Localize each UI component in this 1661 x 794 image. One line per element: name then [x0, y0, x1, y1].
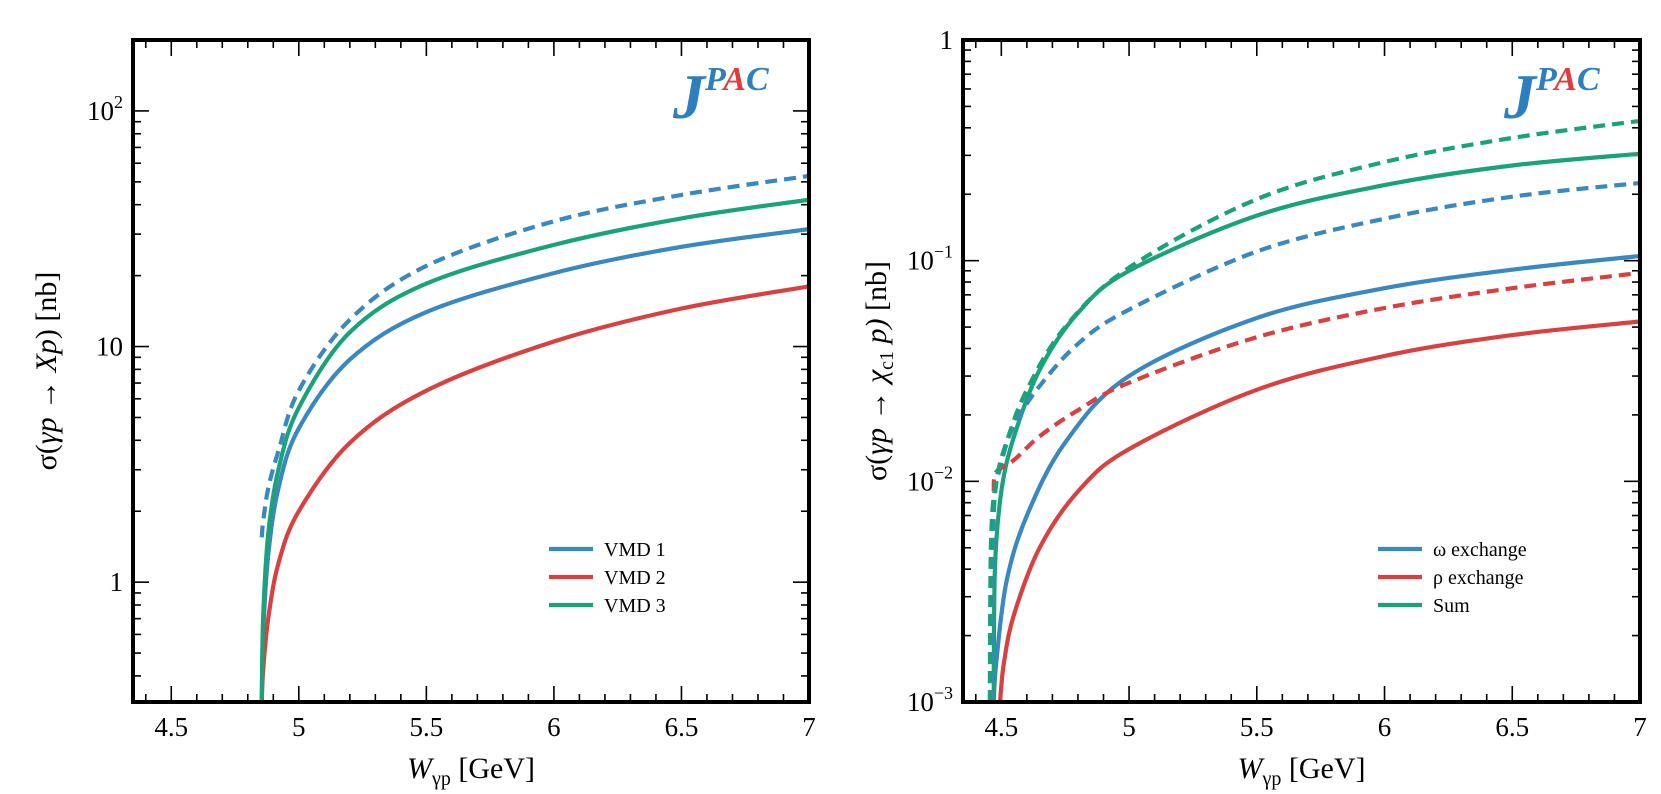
x-axis-label: Wγp [GeV]: [1238, 752, 1366, 790]
x-tick-label: 6: [547, 712, 561, 742]
legend-label: ω exchange: [1433, 539, 1527, 561]
y-tick-exponent: 2: [114, 92, 123, 112]
tick-marks: [963, 39, 1641, 703]
logo-sup-p: P: [704, 61, 726, 98]
series-line-1-2: [991, 151, 1640, 702]
series-lines: [987, 118, 1640, 702]
series-line-1-5-dashed: [987, 118, 1640, 702]
y-label-arrow: →: [860, 383, 893, 428]
jpac-logo: JPAC: [672, 61, 769, 132]
x-label-var: W: [1238, 752, 1266, 785]
x-tick-label: 5.5: [1240, 712, 1274, 742]
y-axis-label: σ(γp → χc1 p) [nb]: [860, 261, 898, 481]
y-label-unit: [nb]: [860, 261, 893, 311]
logo-sup-a: A: [1552, 61, 1577, 98]
y-label-sub: c1: [876, 351, 898, 370]
legend-label: VMD 1: [604, 539, 666, 561]
x-tick-label: 5: [1122, 712, 1136, 742]
y-tick-exponent: −2: [934, 462, 953, 482]
y-label-reactant: γp: [860, 428, 893, 455]
y-tick-label: 10−1: [907, 242, 953, 276]
y-label-pre: σ(: [860, 455, 893, 481]
logo-sup-a: A: [721, 61, 746, 98]
x-label-sub: γp: [1262, 768, 1282, 790]
y-label-product: Xp: [30, 339, 63, 373]
y-label-unit: [nb]: [30, 272, 63, 322]
x-label-space: [451, 752, 459, 785]
series-line-1-0: [991, 253, 1640, 702]
x-tick-label: 5: [292, 712, 306, 742]
x-tick-label: 7: [1633, 712, 1647, 742]
logo-main: J: [672, 61, 707, 132]
y-label-post: ): [30, 329, 63, 339]
series-lines: [259, 173, 809, 702]
y-label-space: [860, 311, 893, 319]
x-label-sub: γp: [431, 768, 451, 790]
y-tick-base: 10: [907, 687, 934, 717]
logo-sup-c: C: [1577, 61, 1600, 98]
x-tick-label: 6.5: [1495, 712, 1529, 742]
y-tick-label: 10−3: [907, 683, 953, 717]
y-tick-base: 10: [87, 96, 114, 126]
y-label-arrow: →: [30, 372, 63, 417]
y-tick-base: 10: [907, 466, 934, 496]
x-tick-label: 7: [802, 712, 816, 742]
y-tick-base: 1: [940, 25, 954, 55]
y-tick-label: 1: [110, 567, 124, 597]
plot-frame: [131, 38, 811, 704]
y-label-pre: σ(: [30, 444, 63, 470]
series-line-0-3-dashed: [259, 173, 809, 538]
series-line-1-3-dashed: [989, 180, 1640, 702]
x-tick-label: 6: [1378, 712, 1392, 742]
logo-main: J: [1503, 61, 1538, 132]
y-tick-base: 1: [110, 567, 124, 597]
plot-frame: [961, 38, 1642, 704]
legend-label: VMD 2: [604, 567, 666, 589]
legend: ω exchange ρ exchange Sum: [1378, 539, 1527, 617]
y-tick-label: 102: [87, 92, 123, 126]
y-tick-exponent: −1: [934, 242, 953, 262]
logo-sup-c: C: [746, 61, 769, 98]
series-line-1-4-dashed: [991, 270, 1640, 492]
y-label-reactant: γp: [30, 417, 63, 444]
x-tick-label: 5.5: [409, 712, 443, 742]
x-label-unit: [GeV]: [1289, 752, 1366, 785]
legend: VMD 1 VMD 2 VMD 3: [549, 539, 666, 617]
y-label-product: χ: [860, 369, 893, 386]
logo-sup-p: P: [1535, 61, 1557, 98]
y-label-space: [30, 322, 63, 330]
series-line-0-1: [259, 284, 809, 702]
y-label-post: p): [860, 318, 893, 351]
x-label-space: [1281, 752, 1289, 785]
jpac-logo: JPAC: [1503, 61, 1600, 132]
x-tick-label: 4.5: [154, 712, 188, 742]
legend-label: ρ exchange: [1433, 567, 1524, 589]
y-tick-label: 10: [96, 332, 123, 362]
y-tick-base: 10: [907, 246, 934, 276]
y-tick-label: 10−2: [907, 462, 953, 496]
y-axis-label: σ(γp → Xp) [nb]: [30, 272, 63, 471]
x-axis-label: Wγp [GeV]: [407, 752, 535, 790]
y-tick-base: 10: [96, 332, 123, 362]
series-line-0-2: [259, 197, 809, 702]
x-label-var: W: [407, 752, 435, 785]
x-tick-label: 6.5: [665, 712, 699, 742]
x-tick-label: 4.5: [984, 712, 1018, 742]
series-line-1-1: [997, 319, 1640, 702]
legend-label: Sum: [1433, 595, 1470, 617]
y-tick-exponent: −3: [934, 683, 953, 703]
legend-label: VMD 3: [604, 595, 666, 617]
y-tick-label: 1: [940, 25, 954, 55]
x-label-unit: [GeV]: [458, 752, 535, 785]
